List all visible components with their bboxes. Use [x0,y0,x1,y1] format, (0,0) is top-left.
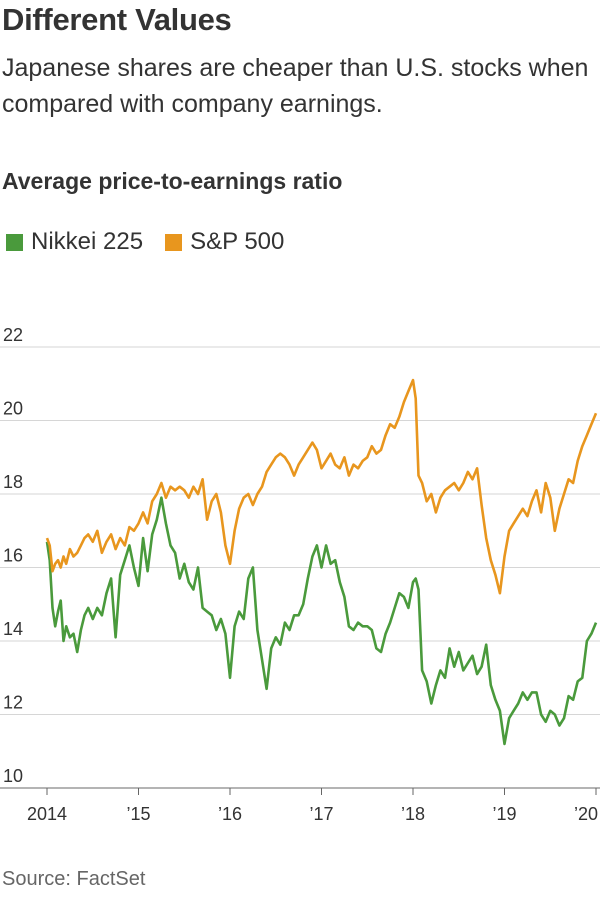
y-tick-label: 12 [3,693,23,713]
y-tick-label: 10 [3,766,23,786]
x-tick-label: 2014 [27,804,67,824]
legend: Nikkei 225 S&P 500 [6,228,306,256]
y-tick-label: 14 [3,619,23,639]
gridlines [0,346,600,789]
y-axis-ticks: 10 12 14 16 18 20 22 [3,325,23,786]
legend-swatch-sp500 [165,233,183,251]
x-tick-label: ’18 [401,804,425,824]
x-tick-label: ’20 [574,804,598,824]
y-tick-label: 18 [3,472,23,492]
y-tick-label: 22 [3,325,23,345]
legend-label-sp500: S&P 500 [190,228,285,255]
y-tick-label: 20 [3,399,23,419]
legend-item-nikkei: Nikkei 225 [6,228,143,256]
line-chart: 10 12 14 16 18 20 22 2014 ’15 ’16 ’17 ’18 ’19 ’20 [0,325,600,824]
legend-label-nikkei: Nikkei 225 [31,228,144,255]
x-tick-label: ’17 [309,804,333,824]
series-line-nikkei [45,496,598,746]
x-axis-ticks: 2014 ’15 ’16 ’17 ’18 ’19 ’20 [27,788,598,824]
series-line-sp500 [45,378,598,595]
x-tick-label: ’15 [126,804,150,824]
x-tick-label: ’16 [218,804,242,824]
legend-swatch-nikkei [6,233,23,251]
chart-measure-label: Average price-to-earnings ratio [2,168,343,194]
chart-subtitle: Japanese shares are cheaper than U.S. st… [2,54,589,118]
y-tick-label: 16 [3,546,23,566]
chart-title: Different Values [2,2,232,37]
source-note: Source: FactSet [2,868,146,890]
x-tick-label: ’19 [492,804,516,824]
series-lines [45,378,598,746]
legend-item-sp500: S&P 500 [165,228,284,256]
